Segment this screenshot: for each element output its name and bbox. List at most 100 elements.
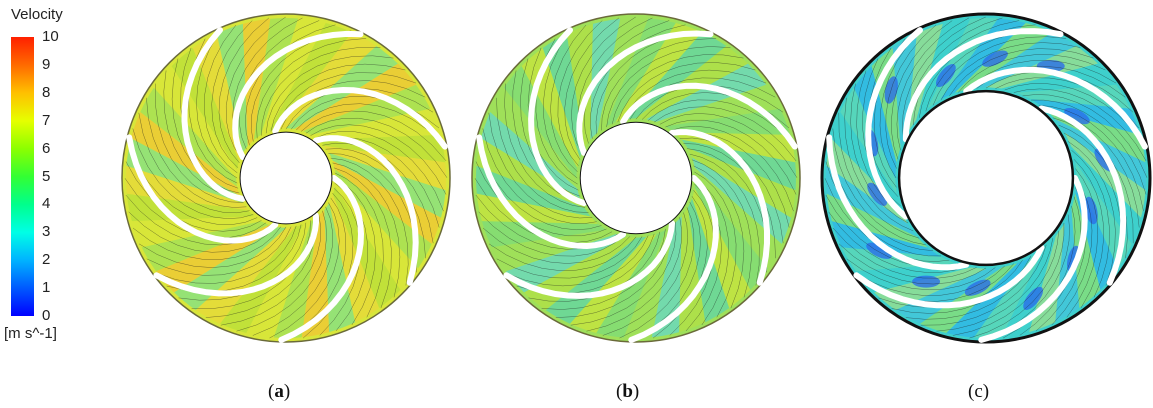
streamline	[557, 20, 603, 166]
streamline	[541, 228, 666, 310]
colorbar-tick-label: 7	[42, 111, 51, 129]
low-velocity-spot	[867, 182, 888, 206]
impeller-hub	[239, 131, 333, 225]
streamline	[920, 244, 1047, 326]
streamline	[334, 172, 384, 318]
colorbar-tick-label: 9	[42, 55, 51, 73]
streamline	[691, 159, 752, 298]
streamline	[694, 177, 729, 326]
impeller-blade	[865, 27, 923, 220]
colorbar-tick-label: 5	[42, 167, 51, 185]
caption-b: (b)	[616, 381, 640, 402]
streamline	[879, 30, 921, 179]
velocity-region	[940, 18, 1026, 100]
streamline	[496, 97, 589, 213]
streamline	[475, 161, 607, 237]
streamline	[693, 165, 745, 309]
legend-title: Velocity	[11, 6, 63, 23]
streamline	[1004, 83, 1144, 145]
velocity-region	[895, 267, 1002, 324]
streamline	[601, 38, 717, 131]
streamline	[590, 24, 686, 139]
velocity-region	[310, 108, 441, 140]
impeller-blade	[181, 27, 246, 202]
velocity-region	[681, 139, 796, 191]
caption-c: (c)	[968, 381, 990, 402]
streamline	[270, 63, 406, 132]
streamline	[679, 137, 784, 244]
streamline	[902, 16, 986, 142]
streamline	[488, 112, 593, 219]
velocity-region	[826, 165, 917, 237]
velocity-region	[853, 66, 897, 178]
streamline	[211, 20, 253, 168]
colorbar-tick-label: 4	[42, 195, 51, 213]
streamline	[1038, 105, 1144, 212]
velocity-region	[694, 167, 782, 269]
velocity-region	[916, 18, 971, 120]
impeller-panel-a	[121, 13, 451, 343]
streamline	[654, 106, 797, 162]
low-velocity-spot	[964, 279, 991, 296]
velocity-region	[542, 33, 585, 158]
streamline	[958, 54, 1106, 93]
streamline	[275, 72, 417, 131]
streamline	[670, 125, 794, 212]
velocity-region	[615, 23, 703, 122]
streamline	[302, 192, 354, 339]
impeller-blade	[669, 129, 770, 286]
streamline	[332, 162, 401, 298]
streamline	[333, 167, 392, 309]
impeller-blade	[503, 220, 675, 299]
velocity-region	[1075, 162, 1132, 269]
streamline	[256, 38, 367, 139]
streamline	[832, 128, 926, 246]
impeller-blade	[312, 135, 419, 286]
streamline	[694, 171, 737, 318]
impeller-blade	[278, 175, 365, 343]
streamline	[850, 83, 909, 224]
velocity-region	[636, 45, 748, 120]
velocity-region	[665, 108, 791, 135]
streamline	[550, 24, 587, 173]
low-velocity-spot	[982, 50, 1008, 67]
streamline	[949, 48, 1094, 97]
velocity-region	[481, 111, 580, 199]
low-velocity-spot	[1064, 107, 1090, 125]
streamline	[891, 20, 953, 160]
velocity-region	[294, 63, 417, 132]
streamline	[586, 217, 682, 332]
velocity-region	[303, 84, 431, 135]
impeller-blade	[476, 134, 627, 250]
velocity-region	[1064, 132, 1146, 218]
streamline	[322, 142, 434, 244]
streamline	[196, 30, 238, 179]
streamline	[482, 128, 597, 224]
impeller-blade	[963, 66, 1148, 150]
colorbar	[11, 37, 34, 316]
velocity-region	[919, 263, 1018, 333]
streamline	[1031, 99, 1147, 195]
colorbar-tick-label: 3	[42, 223, 51, 241]
streamline	[204, 24, 238, 174]
velocity-region	[324, 202, 356, 333]
streamline	[225, 16, 286, 159]
streamline	[1073, 159, 1104, 309]
impeller-hub	[579, 121, 693, 235]
streamline	[305, 117, 448, 178]
streamline	[496, 236, 643, 279]
impeller-blade	[576, 30, 714, 156]
streamline	[885, 24, 937, 169]
streamline	[505, 235, 649, 287]
impeller-blade	[528, 27, 587, 207]
velocity-region	[329, 195, 380, 323]
streamline	[488, 236, 637, 271]
impeller-blade	[232, 30, 364, 161]
streamline	[1022, 94, 1148, 178]
streamline	[286, 197, 347, 340]
caption-a: (a)	[268, 381, 291, 402]
streamline	[846, 258, 996, 291]
velocity-region	[656, 84, 781, 127]
streamline	[570, 221, 677, 326]
impeller-blade	[826, 134, 970, 271]
